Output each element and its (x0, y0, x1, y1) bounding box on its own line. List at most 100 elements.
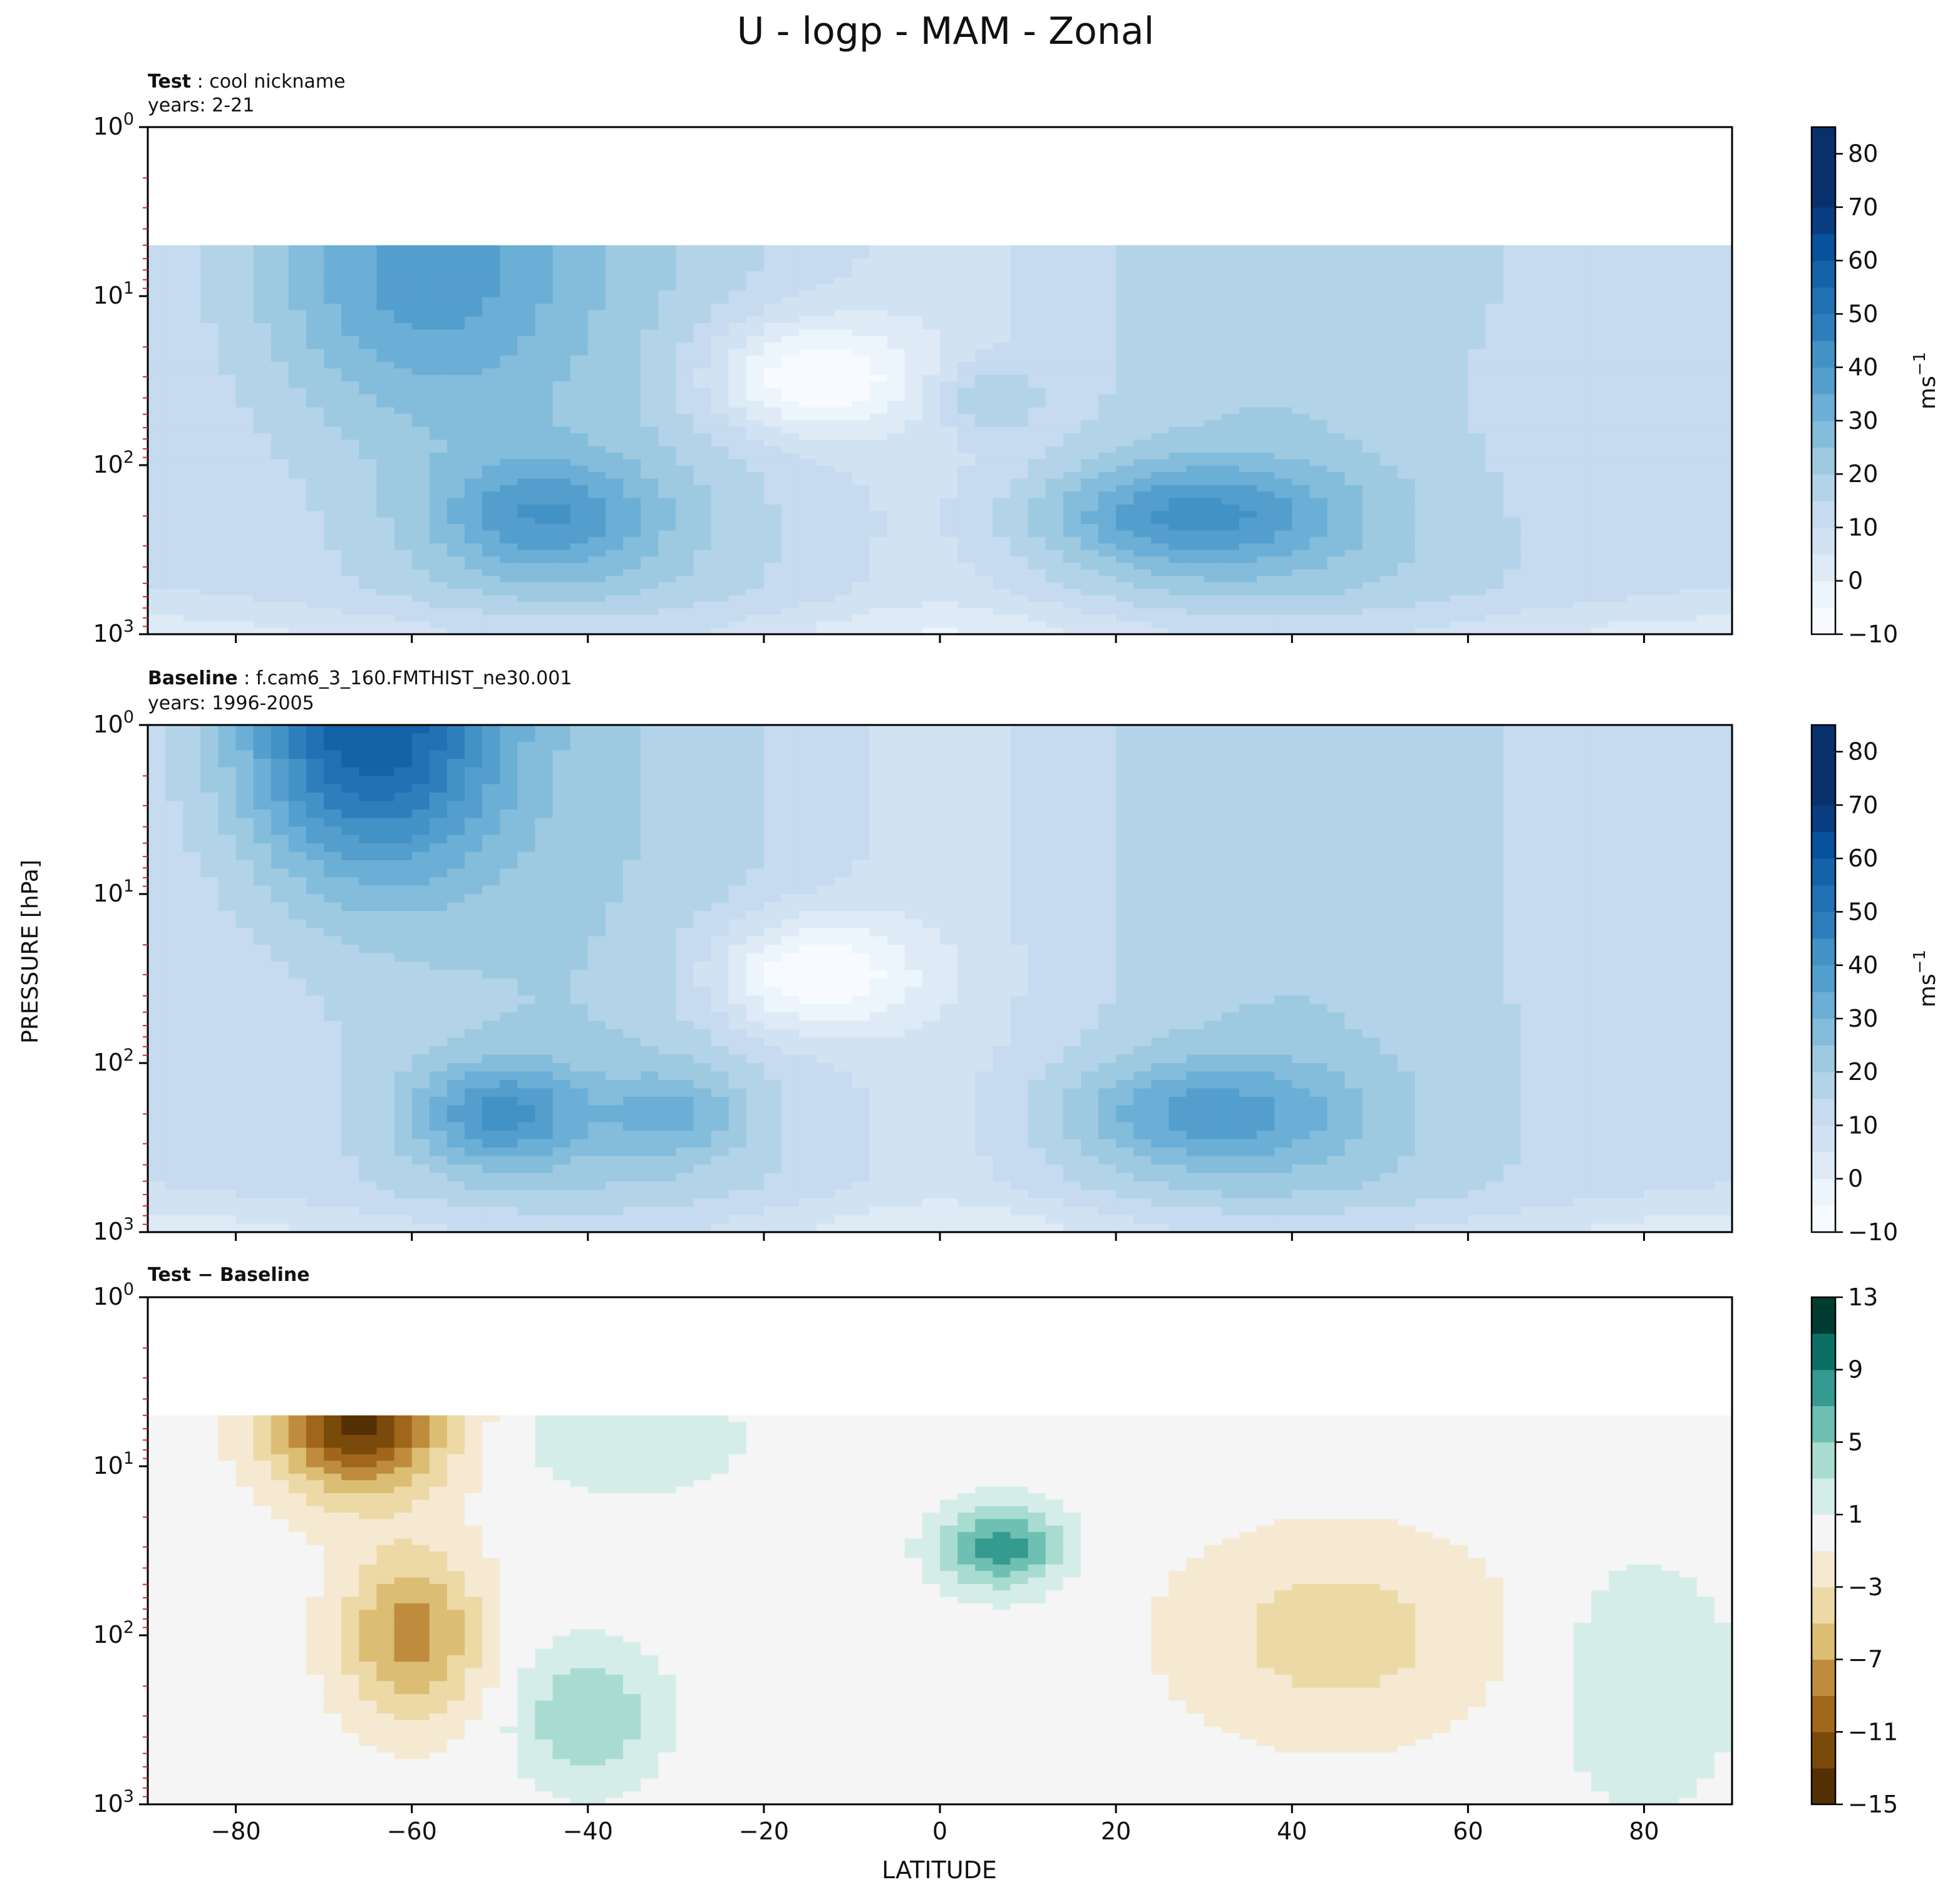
contour-cell (957, 322, 976, 331)
contour-cell (1696, 271, 1715, 279)
contour-cell (288, 575, 307, 583)
contour-cell (1661, 465, 1680, 473)
contour-cell (746, 271, 765, 279)
contour-cell (1028, 550, 1046, 557)
contour-cell (200, 252, 219, 259)
contour-cell (763, 433, 782, 441)
contour-cell (1609, 550, 1627, 557)
contour-cell (1292, 537, 1311, 544)
contour-cell (799, 310, 818, 317)
contour-cell (1045, 413, 1064, 421)
contour-cell (148, 374, 166, 382)
contour-cell (165, 277, 184, 285)
contour-cell (799, 322, 818, 331)
contour-cell (1574, 446, 1592, 453)
contour-cell (253, 433, 272, 441)
contour-cell (465, 322, 483, 331)
contour-cell (693, 602, 712, 609)
contour-cell (1028, 459, 1046, 466)
contour-cell (746, 388, 765, 395)
contour-cell (993, 264, 1011, 272)
contour-cell (1450, 589, 1469, 596)
contour-cell (728, 569, 747, 577)
contour-cell (1327, 303, 1346, 311)
contour-cell (1028, 368, 1046, 376)
contour-cell (148, 413, 166, 421)
contour-cell (904, 453, 923, 460)
contour-cell (1362, 310, 1381, 317)
contour-cell (1397, 420, 1416, 428)
contour-cell (517, 602, 536, 609)
contour-cell (676, 569, 694, 577)
contour-cell (852, 498, 870, 505)
contour-cell (429, 336, 448, 343)
contour-cell (1221, 530, 1240, 538)
contour-cell (218, 550, 237, 557)
contour-cell (1045, 245, 1064, 252)
contour-cell (852, 407, 870, 414)
contour-cell (165, 252, 184, 259)
contour-cell (148, 407, 166, 414)
contour-cell (1485, 543, 1504, 551)
contour-cell (1168, 336, 1187, 343)
contour-cell (500, 426, 518, 434)
contour-cell (869, 582, 888, 590)
contour-cell (1028, 303, 1046, 311)
contour-cell (165, 465, 184, 473)
contour-cell (253, 523, 272, 532)
contour-cell (1221, 556, 1240, 563)
contour-cell (1063, 401, 1081, 408)
contour-cell (1397, 381, 1416, 389)
contour-cell (148, 401, 166, 408)
contour-cell (763, 543, 782, 551)
contour-cell (394, 394, 413, 402)
contour-cell (482, 316, 501, 324)
contour-cell (957, 245, 976, 252)
contour-cell (1626, 453, 1645, 460)
contour-cell (570, 453, 589, 460)
contour-cell (570, 582, 589, 590)
contour-cell (1010, 349, 1029, 356)
contour-cell (482, 322, 501, 331)
contour-cell (218, 602, 237, 609)
contour-cell (271, 388, 289, 395)
contour-cell (1679, 355, 1698, 362)
contour-cell (1644, 258, 1663, 265)
contour-cell (940, 342, 958, 350)
contour-cell (1362, 252, 1381, 259)
contour-cell (429, 252, 448, 259)
contour-cell (658, 537, 677, 544)
contour-cell (535, 355, 554, 362)
contour-cell (1433, 297, 1452, 304)
contour-cell (235, 491, 254, 499)
contour-cell (817, 523, 835, 532)
contour-cell (1574, 349, 1592, 356)
contour-cell (1344, 485, 1363, 492)
contour-cell (1221, 316, 1240, 324)
contour-cell (1204, 595, 1222, 603)
contour-cell (834, 336, 853, 343)
contour-cell (746, 491, 765, 499)
contour-cell (834, 569, 853, 577)
contour-cell (148, 277, 166, 285)
contour-cell (1327, 478, 1346, 486)
contour-cell (376, 349, 395, 356)
contour-cell (517, 485, 536, 492)
contour-cell (570, 381, 589, 389)
contour-cell (1644, 517, 1663, 525)
contour-cell (1555, 297, 1574, 304)
contour-cell (1204, 310, 1222, 317)
contour-cell (1644, 413, 1663, 421)
contour-cell (1591, 368, 1610, 376)
contour-cell (1661, 543, 1680, 551)
contour-cell (1309, 401, 1328, 408)
contour-cell (1327, 595, 1346, 603)
contour-cell (1133, 329, 1152, 337)
contour-cell (711, 316, 730, 324)
contour-cell (1186, 316, 1205, 324)
contour-cell (605, 550, 624, 557)
contour-cell (1415, 589, 1433, 596)
contour-cell (1239, 342, 1257, 350)
contour-cell (1520, 322, 1539, 331)
contour-cell (552, 498, 571, 505)
